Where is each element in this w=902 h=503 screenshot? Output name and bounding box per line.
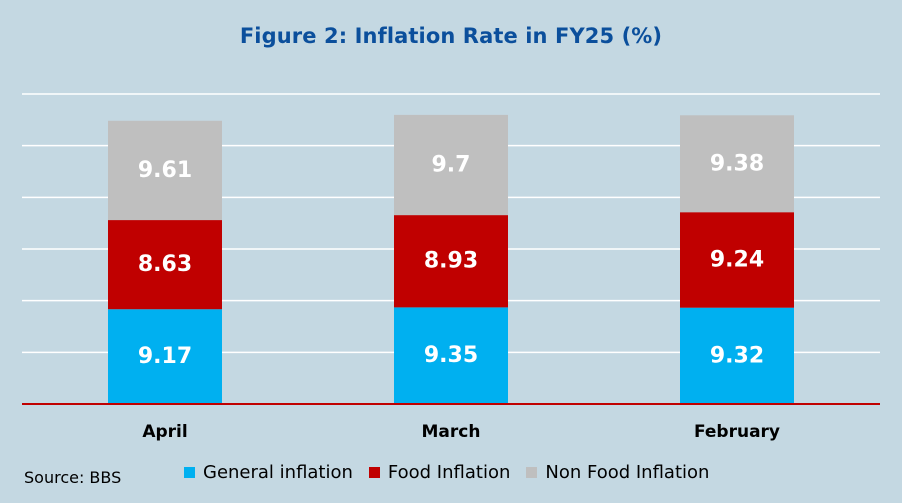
- x-tick-label: April: [142, 422, 187, 442]
- legend-item-food: Food Inflation: [368, 462, 511, 483]
- legend-label-general: General inflation: [203, 462, 353, 483]
- legend: General inflation Food Inflation Non Foo…: [184, 462, 725, 483]
- bar-food-april: [108, 220, 222, 310]
- data-label-nonfood-february: 9.38: [710, 151, 764, 176]
- data-label-food-february: 9.24: [710, 247, 764, 272]
- bars: 9.17 8.63 9.61 9.35 8.93 9.7 9.32 9.24 9.38: [108, 114, 794, 404]
- legend-swatch-general: [184, 467, 195, 478]
- data-label-nonfood-april: 9.61: [138, 158, 192, 183]
- bar-general-april: [108, 309, 222, 404]
- bar-nonfood-february: [680, 115, 794, 213]
- x-axis: April March February: [22, 403, 880, 442]
- bar-general-march: [394, 307, 508, 404]
- data-label-general-march: 9.35: [424, 343, 478, 368]
- data-label-food-march: 8.93: [424, 249, 478, 274]
- bar-food-february: [680, 212, 794, 308]
- legend-swatch-food: [368, 467, 380, 478]
- legend-item-general: General inflation: [184, 462, 353, 483]
- legend-item-nonfood: Non Food Inflation: [526, 462, 709, 483]
- bar-general-february: [680, 307, 794, 404]
- source-note: Source: BBS: [24, 468, 122, 487]
- bar-nonfood-march: [394, 114, 508, 216]
- legend-label-food: Food Inflation: [387, 462, 511, 483]
- bar-nonfood-april: [108, 120, 222, 221]
- x-tick-label: March: [422, 422, 481, 442]
- legend-swatch-nonfood: [526, 467, 538, 478]
- bar-food-march: [394, 215, 508, 308]
- data-label-nonfood-march: 9.7: [432, 152, 471, 177]
- data-label-general-february: 9.32: [710, 343, 764, 368]
- chart-title: Figure 2: Inflation Rate in FY25 (%): [239, 24, 663, 48]
- legend-label-nonfood: Non Food Inflation: [545, 462, 710, 483]
- data-label-food-april: 8.63: [138, 252, 192, 277]
- x-tick-label: February: [694, 422, 780, 442]
- data-label-general-april: 9.17: [138, 344, 192, 369]
